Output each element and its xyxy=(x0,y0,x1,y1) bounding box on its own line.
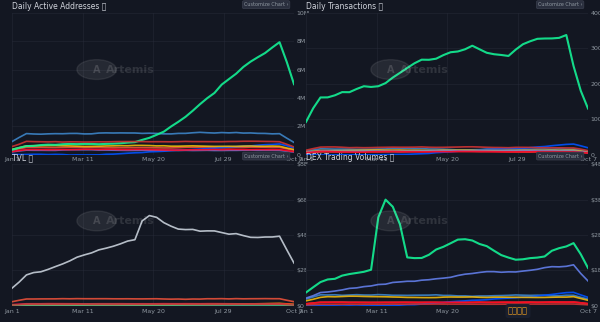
Text: Artemis: Artemis xyxy=(106,64,155,75)
Text: Artemis: Artemis xyxy=(400,216,449,226)
Text: Artemis: Artemis xyxy=(400,64,449,75)
Text: A: A xyxy=(93,64,100,75)
Text: Daily Active Addresses ⓘ: Daily Active Addresses ⓘ xyxy=(12,2,106,11)
Text: Customize Chart ›: Customize Chart › xyxy=(244,154,289,158)
Legend: Arbitrum, Avalanche C-Chain, Base, BNB Chain, Ethereum, OP Mainnet, Solana, Tron: Arbitrum, Avalanche C-Chain, Base, BNB C… xyxy=(45,185,261,192)
Circle shape xyxy=(77,211,116,231)
Circle shape xyxy=(371,211,410,231)
Text: Customize Chart ›: Customize Chart › xyxy=(538,154,583,158)
Text: 金色财经: 金色财经 xyxy=(508,307,528,316)
Text: Customize Chart ›: Customize Chart › xyxy=(538,2,583,7)
Text: Daily Transactions ⓘ: Daily Transactions ⓘ xyxy=(306,2,383,11)
Circle shape xyxy=(77,60,116,80)
Circle shape xyxy=(371,60,410,80)
Legend: Arbitrum, Avalanche C-Chain, Base, BNB Chain, Ethereum, OP Mainnet, Solana, Tron: Arbitrum, Avalanche C-Chain, Base, BNB C… xyxy=(339,185,555,192)
Text: A: A xyxy=(387,216,394,226)
Text: A: A xyxy=(93,216,100,226)
Text: A: A xyxy=(387,64,394,75)
Text: DEX Trading Volumes ⓘ: DEX Trading Volumes ⓘ xyxy=(306,153,394,162)
Text: Artemis: Artemis xyxy=(106,216,155,226)
Text: TVL ⓘ: TVL ⓘ xyxy=(12,153,33,162)
Text: Customize Chart ›: Customize Chart › xyxy=(244,2,289,7)
